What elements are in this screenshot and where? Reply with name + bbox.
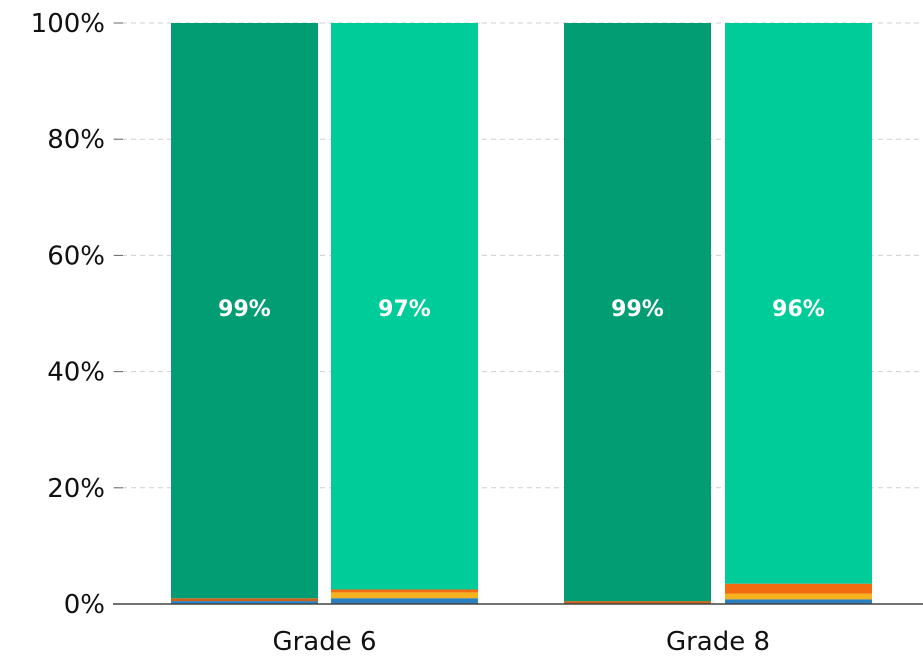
x-category-label: Grade 8 xyxy=(666,627,770,657)
bar-segment xyxy=(171,598,318,602)
x-category-label: Grade 6 xyxy=(272,627,376,657)
bar-segment xyxy=(725,23,872,584)
bar-value-label: 96% xyxy=(772,297,825,322)
bar-segment xyxy=(331,598,478,604)
bar-segment xyxy=(171,601,318,604)
bar-value-label: 97% xyxy=(378,297,431,322)
data-labels: 99% 97% 99% 96% xyxy=(218,297,825,322)
y-tick-label: 100% xyxy=(31,9,105,39)
y-tick-label: 40% xyxy=(47,358,105,388)
bar-segment xyxy=(331,592,478,599)
bar-segment xyxy=(725,583,872,594)
bar-value-label: 99% xyxy=(218,297,271,322)
x-axis-categories: Grade 6 Grade 8 xyxy=(272,627,770,657)
y-tick-label: 0% xyxy=(64,590,105,620)
bar-segment xyxy=(171,23,318,599)
y-tick-label: 80% xyxy=(47,125,105,155)
bar-segment xyxy=(564,23,711,602)
bar-segment xyxy=(725,599,872,604)
bar-segment xyxy=(331,23,478,590)
bar-segment xyxy=(725,593,872,600)
bars xyxy=(171,23,872,604)
y-tick-label: 20% xyxy=(47,474,105,504)
y-axis-ticks: 0% 20% 40% 60% 80% 100% xyxy=(31,9,123,620)
y-tick-label: 60% xyxy=(47,241,105,271)
bar-value-label: 99% xyxy=(611,297,664,322)
bar-segment xyxy=(331,589,478,593)
bar-segment xyxy=(564,601,711,604)
